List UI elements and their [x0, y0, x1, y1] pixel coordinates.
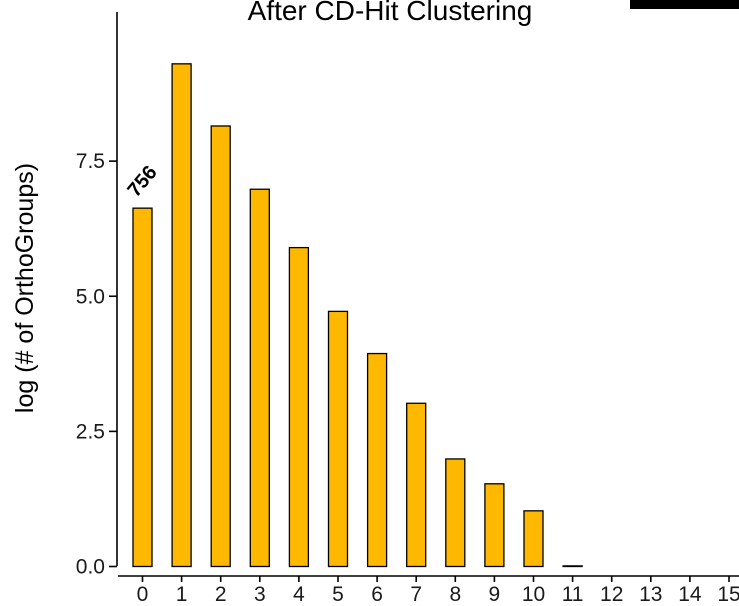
- bar: [406, 402, 427, 568]
- x-tick-label: 15: [717, 583, 739, 606]
- x-tick-label: 13: [639, 583, 662, 606]
- x-tick-label: 3: [254, 583, 266, 606]
- bar: [132, 207, 153, 568]
- x-tick-label: 9: [489, 583, 501, 606]
- bar: [562, 565, 583, 568]
- bar: [366, 352, 388, 568]
- x-tick-label: 1: [176, 583, 188, 606]
- x-tick-label: 12: [600, 583, 623, 606]
- x-tick-label: 8: [449, 583, 461, 606]
- x-tick-label: 14: [678, 583, 702, 606]
- chart-title: After CD-Hit Clustering: [248, 0, 533, 26]
- y-tick-label: 5.0: [76, 285, 105, 308]
- bar: [171, 63, 192, 568]
- y-axis-title: log (# of OrthoGroups): [11, 163, 39, 413]
- bar: [327, 310, 349, 568]
- data-label: 756: [123, 162, 161, 202]
- x-tick-label: 5: [332, 583, 344, 606]
- y-tick-label: 7.5: [76, 150, 105, 173]
- bar: [288, 246, 310, 568]
- y-tick-label: 2.5: [76, 420, 105, 443]
- x-tick-label: 10: [522, 583, 545, 606]
- y-tick-label: 0.0: [76, 556, 105, 579]
- bar: [445, 458, 466, 568]
- x-tick-label: 11: [562, 583, 584, 606]
- legend-box: [630, 0, 739, 9]
- bar: [210, 125, 231, 568]
- bar: [523, 510, 544, 568]
- x-tick-label: 4: [293, 583, 305, 606]
- x-tick-label: 6: [371, 583, 383, 606]
- bar: [249, 188, 270, 568]
- bar: [484, 483, 505, 568]
- x-tick-label: 7: [410, 583, 422, 606]
- x-tick-label: 0: [137, 583, 149, 606]
- x-tick-label: 2: [215, 583, 227, 606]
